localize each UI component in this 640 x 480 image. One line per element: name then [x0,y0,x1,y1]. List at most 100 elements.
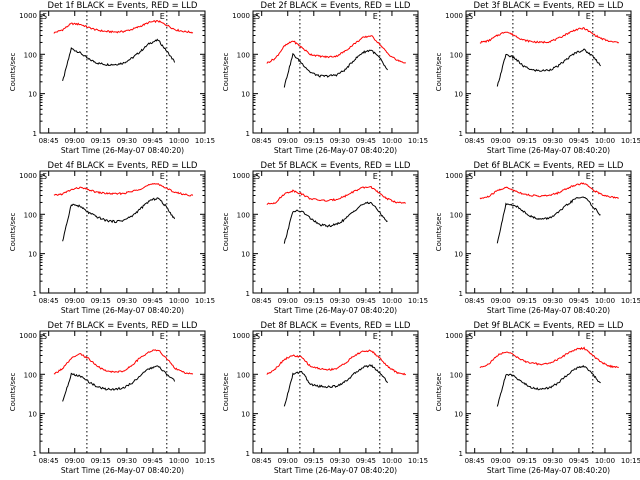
events-series-line [62,197,176,242]
panel-title: Det 6f BLACK = Events, RED = LLD [474,161,624,171]
y-tick-label: 100 [237,211,250,219]
events-series-line [496,364,601,407]
y-tick-label: 10 [241,91,250,99]
y-tick-label: 10 [454,91,463,99]
x-tick-label: 08:45 [465,297,485,305]
y-tick-label: 1 [246,450,250,458]
panel-1: Det 1f BLACK = Events, RED = LLD 1 10 100 10… [9,1,215,155]
panel-5: Det 5f BLACK = Events, RED = LLD 1 10 100 10… [222,161,428,315]
x-tick-label: 10:15 [621,137,640,145]
y-axis-label: Counts/sec [222,53,230,92]
end-marker-label: E [160,332,165,341]
end-marker-label: E [586,172,591,181]
x-tick-label: 09:15 [517,137,537,145]
x-tick-label: 10:15 [408,297,428,305]
start-marker-label: S [468,332,473,341]
y-tick-label: 10 [241,251,250,259]
x-axis-label: Start Time (26-May-07 08:40:20) [61,146,184,155]
x-tick-label: 09:45 [143,457,163,465]
plot-frame [39,10,206,134]
y-tick-label: 1000 [445,332,463,340]
panel-title: Det 7f BLACK = Events, RED = LLD [48,321,198,331]
x-tick-label: 08:45 [39,457,59,465]
y-tick-label: 1 [246,290,250,298]
y-tick-label: 1000 [445,172,463,180]
y-axis-label: Counts/sec [9,213,17,252]
x-tick-label: 10:00 [595,137,615,145]
x-tick-label: 09:30 [543,297,563,305]
x-tick-label: 08:45 [252,297,272,305]
start-marker-label: S [42,172,47,181]
events-series-line [62,38,176,82]
x-tick-label: 09:30 [543,457,563,465]
x-tick-label: 09:15 [91,137,111,145]
y-tick-label: 100 [450,51,463,59]
x-tick-label: 09:45 [569,297,589,305]
x-tick-label: 09:15 [304,297,324,305]
x-tick-label: 09:00 [65,297,85,305]
start-marker-label: S [255,172,260,181]
x-tick-label: 09:30 [117,297,137,305]
lld-series-line [266,185,407,205]
x-tick-label: 10:00 [382,137,402,145]
x-axis-label: Start Time (26-May-07 08:40:20) [487,306,610,315]
x-tick-label: 09:30 [330,137,350,145]
start-marker-label: S [468,12,473,21]
panel-title: Det 3f BLACK = Events, RED = LLD [474,1,624,11]
plot-frame [252,170,419,294]
y-tick-label: 1 [33,130,37,138]
x-tick-label: 09:00 [491,137,511,145]
x-tick-label: 10:15 [408,457,428,465]
x-tick-label: 08:45 [465,137,485,145]
x-tick-label: 10:00 [382,297,402,305]
y-tick-label: 10 [28,91,37,99]
y-tick-label: 100 [24,51,37,59]
lld-series-line [53,182,194,197]
lld-series-line [53,349,194,375]
end-marker-label: E [160,172,165,181]
panel-8: Det 8f BLACK = Events, RED = LLD 1 10 100 10… [222,321,428,475]
panel-title: Det 9f BLACK = Events, RED = LLD [474,321,624,331]
x-axis-label: Start Time (26-May-07 08:40:20) [274,466,397,475]
plot-frame [465,170,632,294]
y-tick-label: 100 [237,371,250,379]
x-tick-label: 09:00 [491,457,511,465]
y-tick-label: 10 [28,251,37,259]
y-tick-label: 10 [28,411,37,419]
y-tick-label: 10 [454,251,463,259]
x-tick-label: 09:00 [278,137,298,145]
y-tick-label: 100 [237,51,250,59]
x-tick-label: 09:15 [91,457,111,465]
x-tick-label: 09:30 [117,137,137,145]
y-tick-label: 100 [450,371,463,379]
x-tick-label: 10:00 [169,137,189,145]
x-tick-label: 09:45 [569,137,589,145]
start-marker-label: S [255,12,260,21]
y-tick-label: 10 [241,411,250,419]
y-tick-label: 1 [459,130,463,138]
panel-9: Det 9f BLACK = Events, RED = LLD 1 10 100 10… [435,321,640,475]
x-tick-label: 10:00 [169,297,189,305]
panel-title: Det 4f BLACK = Events, RED = LLD [48,161,198,171]
start-marker-label: S [42,332,47,341]
x-axis-label: Start Time (26-May-07 08:40:20) [274,146,397,155]
y-tick-label: 1 [459,450,463,458]
events-series-line [283,49,388,88]
panel-title: Det 1f BLACK = Events, RED = LLD [48,1,198,11]
start-marker-label: S [468,172,473,181]
x-tick-label: 09:15 [91,297,111,305]
x-tick-label: 09:15 [517,457,537,465]
x-tick-label: 10:15 [621,297,640,305]
x-tick-label: 10:15 [195,297,215,305]
x-tick-label: 10:15 [621,457,640,465]
panel-title: Det 8f BLACK = Events, RED = LLD [261,321,411,331]
x-tick-label: 09:00 [491,297,511,305]
x-tick-label: 10:15 [195,457,215,465]
x-tick-label: 09:45 [143,137,163,145]
x-tick-label: 09:45 [143,297,163,305]
y-tick-label: 1 [246,130,250,138]
lld-series-line [53,19,194,34]
plot-frame [39,170,206,294]
lld-series-line [266,35,406,64]
